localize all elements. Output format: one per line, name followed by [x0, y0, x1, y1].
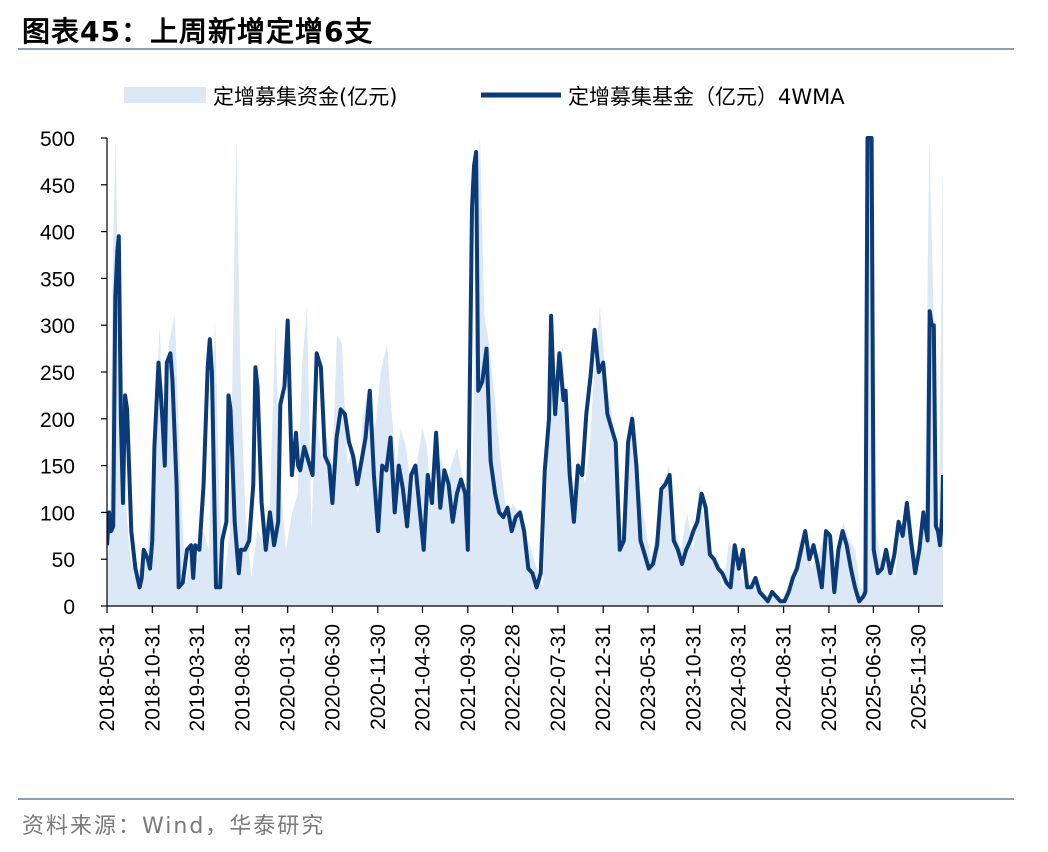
x-tick-label: 2023-10-31: [682, 624, 705, 731]
line-series-4wma: [107, 136, 943, 604]
source-note: 资料来源：Wind，华泰研究: [22, 814, 326, 839]
legend-label-area: 定增募集资金(亿元): [213, 85, 397, 109]
area-series-raised-funds: [107, 138, 943, 606]
bottom-rule: [18, 798, 1014, 800]
x-tick-label: 2024-03-31: [727, 624, 750, 731]
x-tick-label: 2025-06-30: [862, 624, 885, 731]
x-tick-label: 2019-03-31: [186, 624, 209, 731]
chart-title: 图表45：上周新增定增6支: [22, 15, 374, 48]
y-tick-label: 350: [40, 268, 75, 291]
y-tick-label: 0: [63, 596, 75, 619]
y-tick-label: 300: [40, 315, 75, 338]
x-tick-label: 2021-09-30: [457, 624, 480, 731]
x-tick-label: 2021-04-30: [412, 624, 435, 731]
y-tick-label: 400: [40, 222, 75, 245]
y-tick-label: 200: [40, 409, 75, 432]
axes: 0 50 100 150 200 250 300 350 400 450 500 2018-05-31…: [40, 128, 943, 731]
y-tick-label: 250: [40, 362, 75, 385]
x-tick-label: 2022-07-31: [547, 624, 570, 731]
y-tick-label: 150: [40, 456, 75, 479]
x-tick-label: 2020-06-30: [321, 624, 344, 731]
legend-swatch-area: [124, 87, 206, 103]
x-tick-label: 2023-05-31: [637, 624, 660, 731]
y-tick-label: 500: [40, 128, 75, 151]
y-tick-label: 100: [40, 502, 75, 525]
x-tick-label: 2020-11-30: [367, 624, 390, 730]
x-tick-label: 2025-01-31: [818, 624, 841, 731]
y-tick-label: 450: [40, 175, 75, 198]
top-rule: [18, 48, 1014, 50]
x-tick-label: 2019-08-31: [231, 624, 254, 731]
x-tick-label: 2022-02-28: [502, 624, 525, 731]
x-tick-label: 2020-01-31: [277, 624, 300, 731]
plot-area: [107, 136, 943, 606]
x-tick-label: 2018-05-31: [96, 624, 119, 731]
x-tick-label: 2024-08-31: [773, 624, 796, 731]
x-tick-label: 2022-12-31: [592, 624, 615, 731]
y-tick-label: 50: [52, 549, 75, 572]
legend-label-line: 定增募集基金（亿元）4WMA: [568, 85, 845, 109]
x-tick-label: 2018-10-31: [141, 624, 164, 731]
x-tick-label: 2025-11-30: [908, 624, 931, 730]
legend: 定增募集资金(亿元) 定增募集基金（亿元）4WMA: [124, 85, 845, 109]
